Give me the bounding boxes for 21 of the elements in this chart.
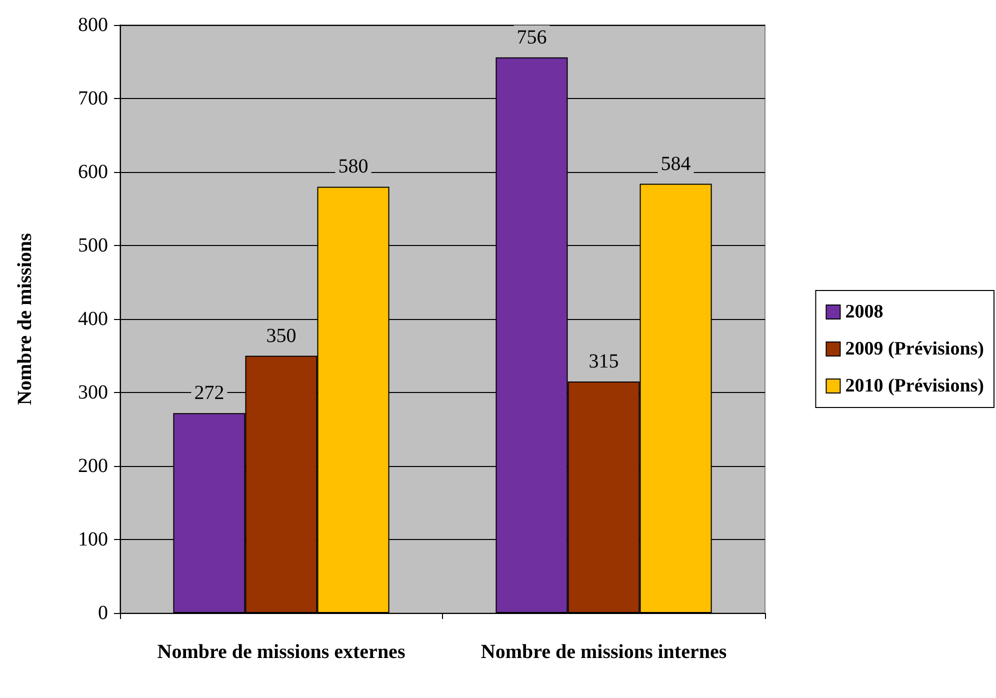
data-label: 756 bbox=[516, 26, 547, 48]
y-axis-title: Nombre de missions bbox=[14, 232, 36, 405]
data-label: 580 bbox=[338, 156, 368, 178]
y-tick-label: 200 bbox=[78, 455, 108, 477]
legend-label: 2010 (Prévisions) bbox=[845, 376, 984, 396]
y-tick-label: 0 bbox=[98, 602, 108, 624]
y-tick-label: 600 bbox=[78, 161, 108, 183]
data-label: 350 bbox=[266, 324, 296, 347]
legend-label: 2008 bbox=[845, 302, 884, 322]
data-label: 272 bbox=[194, 382, 224, 404]
data-label: 584 bbox=[660, 152, 691, 175]
y-tick-label: 700 bbox=[78, 88, 108, 110]
x-tick-label: Nombre de missions internes bbox=[480, 641, 727, 663]
y-tick-label: 400 bbox=[78, 308, 108, 330]
y-tick-label: 500 bbox=[78, 234, 108, 256]
y-tick-label: 800 bbox=[78, 14, 108, 36]
legend-label: 2009 (Prévisions) bbox=[845, 338, 984, 360]
x-tick-label: Nombre de missions externes bbox=[157, 641, 406, 663]
y-tick-label: 100 bbox=[78, 528, 108, 550]
data-label: 315 bbox=[588, 350, 619, 372]
y-tick-label: 300 bbox=[78, 382, 108, 404]
